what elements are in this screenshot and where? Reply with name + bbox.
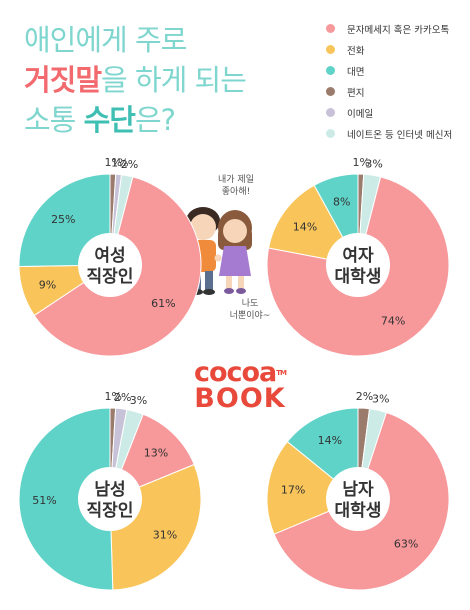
- slice-label: 3%: [372, 393, 389, 406]
- girl-shoe: [224, 288, 234, 294]
- slice-label: 2%: [114, 391, 131, 404]
- legend-label: 대면: [347, 66, 365, 78]
- title-line-2: 거짓말을 하게 되는: [24, 60, 314, 100]
- boy-face: [190, 214, 216, 240]
- legend-dot: [326, 108, 335, 117]
- legend-dot: [326, 129, 335, 138]
- note-line: 내가 제일: [218, 175, 254, 185]
- pie-center-label: 남성: [94, 480, 125, 500]
- girl-dress: [219, 246, 251, 276]
- slice-label: 1%: [111, 156, 128, 169]
- logo-tm: TM: [276, 369, 287, 377]
- title-highlight-means: 수단: [83, 103, 136, 137]
- girl-leg: [226, 276, 232, 290]
- cocoabook-logo: cocoaTM BOOK: [190, 357, 290, 414]
- note-line: 좋아해!: [221, 187, 251, 197]
- pie-slice: [18, 407, 114, 591]
- legend-item: 대면: [326, 60, 466, 81]
- pie-center-hole: [78, 467, 142, 531]
- note-line: 너뿐이야~: [229, 311, 271, 321]
- slice-label: 51%: [32, 494, 56, 507]
- legend-label: 문자메세지 혹은 카카오톡: [347, 24, 450, 36]
- slice-label: 74%: [381, 314, 405, 327]
- slice-label: 25%: [51, 213, 75, 226]
- slice-label: 61%: [151, 297, 175, 310]
- pie-center-hole: [78, 233, 142, 297]
- title-line-1: 애인에게 주로: [24, 23, 187, 57]
- pie-center-hole: [326, 467, 390, 531]
- legend-dot: [326, 45, 335, 54]
- slice-label: 1%: [353, 156, 370, 169]
- title-line-3: 소통 수단은?: [24, 100, 314, 140]
- pie-center-label: 남자: [342, 480, 374, 500]
- slice-label: 2%: [356, 390, 373, 403]
- logo-text-cocoa: cocoaTM: [190, 357, 290, 388]
- pie-center-label: 대학생: [335, 501, 382, 521]
- pie-slice: [266, 440, 359, 535]
- logo-word-cocoa: cocoa: [193, 357, 277, 388]
- slice-label: 3%: [130, 394, 147, 407]
- legend-item: 전화: [326, 39, 466, 60]
- girl-leg: [238, 276, 244, 290]
- holding-hands: [214, 254, 222, 262]
- legend-label: 이메일: [347, 108, 374, 120]
- legend-item: 편지: [326, 81, 466, 102]
- slice-label: 17%: [281, 484, 305, 497]
- legend-item: 이메일: [326, 102, 466, 123]
- boy-shoe: [203, 289, 215, 295]
- slice-label: 63%: [394, 537, 418, 550]
- speech-note-top: 내가 제일 좋아해!: [206, 174, 266, 198]
- pie-center-label: 여성: [94, 246, 125, 266]
- slice-label: 13%: [144, 446, 168, 459]
- pie-center-label: 직장인: [87, 267, 134, 287]
- slice-label: 2%: [121, 158, 138, 171]
- legend-dot: [326, 87, 335, 96]
- pie-center-label: 대학생: [335, 267, 382, 287]
- logo-text-book: BOOK: [194, 383, 286, 414]
- title-line-3-end: 은?: [134, 103, 176, 137]
- slice-label: 9%: [39, 278, 56, 291]
- page-title: 애인에게 주로 거짓말을 하게 되는 소통 수단은?: [24, 20, 314, 140]
- legend-label: 네이트온 등 인터넷 메신저: [347, 129, 453, 141]
- slice-label: 3%: [365, 157, 382, 170]
- pie-center-hole: [326, 233, 390, 297]
- slice-label: 1%: [104, 390, 121, 403]
- note-line: 나도: [241, 299, 259, 309]
- title-highlight-lie: 거짓말: [24, 63, 102, 97]
- slice-label: 14%: [293, 220, 317, 233]
- slice-label: 1%: [105, 156, 122, 169]
- chart-legend: 문자메세지 혹은 카카오톡 전화 대면 편지 이메일 네이트온 등 인터넷 메신…: [326, 18, 466, 144]
- legend-item: 문자메세지 혹은 카카오톡: [326, 18, 466, 39]
- boy-leg: [205, 271, 213, 291]
- legend-dot: [326, 24, 335, 33]
- pie-center-label: 직장인: [87, 501, 134, 521]
- girl-face: [223, 219, 247, 243]
- slice-label: 8%: [333, 196, 350, 209]
- slice-label: 31%: [153, 529, 177, 542]
- title-line-3-start: 소통: [24, 103, 84, 137]
- pie-center-label: 여자: [342, 246, 374, 266]
- legend-dot: [326, 66, 335, 75]
- slice-label: 14%: [318, 434, 342, 447]
- legend-label: 편지: [347, 87, 365, 99]
- speech-note-bottom: 나도 너뿐이야~: [215, 298, 285, 322]
- legend-item: 네이트온 등 인터넷 메신저: [326, 123, 466, 144]
- legend-label: 전화: [347, 45, 365, 57]
- girl-shoe: [236, 288, 246, 294]
- title-line-2-rest: 을 하게 되는: [101, 63, 247, 97]
